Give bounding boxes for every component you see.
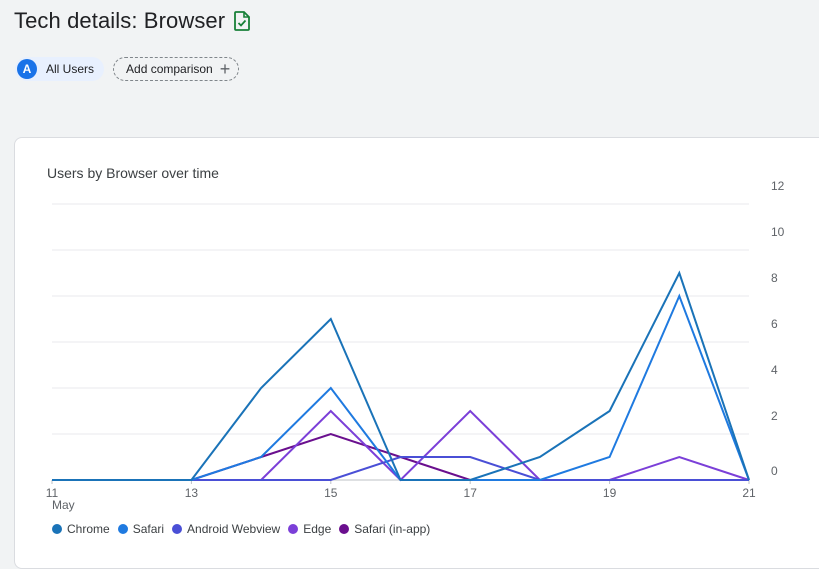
segment-avatar: A (17, 59, 37, 79)
add-comparison-label: Add comparison (126, 62, 213, 76)
legend-dot (52, 524, 62, 534)
segment-chip-all-users[interactable]: A All Users (15, 57, 105, 81)
plus-icon: + (219, 59, 231, 79)
x-tick-label: 17 (464, 486, 478, 500)
add-comparison-button[interactable]: Add comparison + (113, 57, 240, 81)
legend-item[interactable]: Safari (in-app) (339, 522, 430, 536)
report-check-icon[interactable] (233, 11, 251, 31)
y-tick-label: 12 (771, 179, 785, 193)
legend-dot (339, 524, 350, 534)
y-tick-label: 8 (771, 271, 778, 285)
y-tick-label: 4 (771, 363, 778, 377)
page-title-text: Tech details: Browser (14, 8, 226, 33)
y-tick-label: 0 (771, 464, 778, 478)
chart-title: Users by Browser over time (47, 165, 219, 181)
series-line-chrome (52, 270, 750, 481)
x-tick-label: 19 (603, 486, 617, 500)
series-line-edge (52, 409, 750, 482)
legend-item[interactable]: Safari (117, 522, 165, 536)
x-tick-label: 13 (185, 486, 199, 500)
line-chart: 0 2 4 6 8 10 12 11 13 15 17 19 21 May (46, 179, 785, 512)
legend-label: Chrome (67, 522, 110, 536)
y-tick-label: 10 (771, 225, 785, 239)
legend-label: Safari (132, 522, 165, 536)
x-axis-month-label: May (52, 498, 75, 512)
legend-item[interactable]: Chrome (52, 522, 110, 536)
segment-label: All Users (46, 62, 95, 76)
y-tick-label: 2 (771, 409, 778, 423)
legend-dot (172, 524, 183, 534)
comparison-bar: A All Users Add comparison + (15, 57, 240, 81)
legend-dot (288, 524, 299, 534)
x-tick-label: 15 (324, 486, 338, 500)
x-tick-label: 21 (742, 486, 756, 500)
legend-label: Safari (in-app) (354, 522, 431, 536)
legend-dot (117, 524, 128, 534)
chart-card: Users by Browser over time 0 2 4 6 8 10 12 11 13… (14, 137, 819, 569)
page-title: Tech details: Browser (14, 8, 251, 34)
legend-item[interactable]: Edge (288, 522, 331, 536)
legend-label: Android Webview (187, 522, 281, 536)
y-tick-label: 6 (771, 317, 778, 331)
legend-label: Edge (303, 522, 332, 536)
x-tick-label: 11 (46, 486, 59, 500)
chart-legend: Chrome Safari Android Webview Edge Safari (i… (52, 522, 438, 536)
legend-item[interactable]: Android Webview (172, 522, 280, 536)
